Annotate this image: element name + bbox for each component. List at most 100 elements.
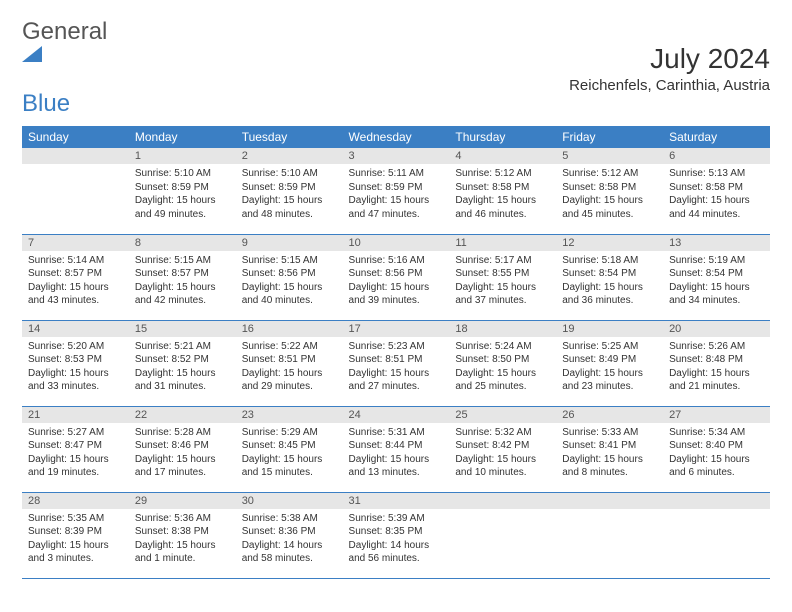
day-content: Sunrise: 5:13 AMSunset: 8:58 PMDaylight:… <box>663 164 770 225</box>
sunset-text: Sunset: 8:35 PM <box>349 525 444 539</box>
sunset-text: Sunset: 8:48 PM <box>669 353 764 367</box>
day-number: 3 <box>343 148 450 164</box>
daylight-text: Daylight: 15 hours and 39 minutes. <box>349 281 444 308</box>
day-number: 27 <box>663 407 770 423</box>
day-number: 30 <box>236 493 343 509</box>
day-cell: 9Sunrise: 5:15 AMSunset: 8:56 PMDaylight… <box>236 234 343 320</box>
day-number: 8 <box>129 235 236 251</box>
day-cell: 15Sunrise: 5:21 AMSunset: 8:52 PMDayligh… <box>129 320 236 406</box>
sunrise-text: Sunrise: 5:23 AM <box>349 340 444 354</box>
day-cell: 22Sunrise: 5:28 AMSunset: 8:46 PMDayligh… <box>129 406 236 492</box>
day-number: 12 <box>556 235 663 251</box>
sunrise-text: Sunrise: 5:39 AM <box>349 512 444 526</box>
week-row: 14Sunrise: 5:20 AMSunset: 8:53 PMDayligh… <box>22 320 770 406</box>
sunset-text: Sunset: 8:47 PM <box>28 439 123 453</box>
sunset-text: Sunset: 8:51 PM <box>242 353 337 367</box>
daylight-text: Daylight: 15 hours and 45 minutes. <box>562 194 657 221</box>
daylight-text: Daylight: 15 hours and 23 minutes. <box>562 367 657 394</box>
daylight-text: Daylight: 15 hours and 10 minutes. <box>455 453 550 480</box>
day-cell: 18Sunrise: 5:24 AMSunset: 8:50 PMDayligh… <box>449 320 556 406</box>
sunset-text: Sunset: 8:56 PM <box>349 267 444 281</box>
day-number: 2 <box>236 148 343 164</box>
day-cell: 11Sunrise: 5:17 AMSunset: 8:55 PMDayligh… <box>449 234 556 320</box>
day-number: 31 <box>343 493 450 509</box>
day-content: Sunrise: 5:25 AMSunset: 8:49 PMDaylight:… <box>556 337 663 398</box>
sunrise-text: Sunrise: 5:20 AM <box>28 340 123 354</box>
day-cell: 8Sunrise: 5:15 AMSunset: 8:57 PMDaylight… <box>129 234 236 320</box>
day-cell: 16Sunrise: 5:22 AMSunset: 8:51 PMDayligh… <box>236 320 343 406</box>
day-cell: 31Sunrise: 5:39 AMSunset: 8:35 PMDayligh… <box>343 492 450 578</box>
day-number: 1 <box>129 148 236 164</box>
daylight-text: Daylight: 15 hours and 34 minutes. <box>669 281 764 308</box>
sunrise-text: Sunrise: 5:22 AM <box>242 340 337 354</box>
day-number: 19 <box>556 321 663 337</box>
sunrise-text: Sunrise: 5:21 AM <box>135 340 230 354</box>
sunrise-text: Sunrise: 5:29 AM <box>242 426 337 440</box>
sunset-text: Sunset: 8:50 PM <box>455 353 550 367</box>
day-number: 4 <box>449 148 556 164</box>
sunset-text: Sunset: 8:57 PM <box>28 267 123 281</box>
day-cell <box>449 492 556 578</box>
sunrise-text: Sunrise: 5:35 AM <box>28 512 123 526</box>
sunset-text: Sunset: 8:51 PM <box>349 353 444 367</box>
day-number: 24 <box>343 407 450 423</box>
day-content: Sunrise: 5:27 AMSunset: 8:47 PMDaylight:… <box>22 423 129 484</box>
daylight-text: Daylight: 15 hours and 46 minutes. <box>455 194 550 221</box>
day-content: Sunrise: 5:23 AMSunset: 8:51 PMDaylight:… <box>343 337 450 398</box>
daylight-text: Daylight: 15 hours and 36 minutes. <box>562 281 657 308</box>
week-row: 21Sunrise: 5:27 AMSunset: 8:47 PMDayligh… <box>22 406 770 492</box>
sunrise-text: Sunrise: 5:36 AM <box>135 512 230 526</box>
sunrise-text: Sunrise: 5:19 AM <box>669 254 764 268</box>
sunset-text: Sunset: 8:53 PM <box>28 353 123 367</box>
day-number: 21 <box>22 407 129 423</box>
month-title: July 2024 <box>569 43 770 75</box>
day-cell: 14Sunrise: 5:20 AMSunset: 8:53 PMDayligh… <box>22 320 129 406</box>
daylight-text: Daylight: 15 hours and 25 minutes. <box>455 367 550 394</box>
day-content: Sunrise: 5:10 AMSunset: 8:59 PMDaylight:… <box>236 164 343 225</box>
day-content: Sunrise: 5:26 AMSunset: 8:48 PMDaylight:… <box>663 337 770 398</box>
sunrise-text: Sunrise: 5:25 AM <box>562 340 657 354</box>
day-content: Sunrise: 5:29 AMSunset: 8:45 PMDaylight:… <box>236 423 343 484</box>
sunrise-text: Sunrise: 5:27 AM <box>28 426 123 440</box>
sunset-text: Sunset: 8:45 PM <box>242 439 337 453</box>
day-header-wednesday: Wednesday <box>343 126 450 148</box>
day-cell: 5Sunrise: 5:12 AMSunset: 8:58 PMDaylight… <box>556 148 663 234</box>
day-cell: 6Sunrise: 5:13 AMSunset: 8:58 PMDaylight… <box>663 148 770 234</box>
daylight-text: Daylight: 15 hours and 6 minutes. <box>669 453 764 480</box>
day-content: Sunrise: 5:38 AMSunset: 8:36 PMDaylight:… <box>236 509 343 570</box>
day-content: Sunrise: 5:32 AMSunset: 8:42 PMDaylight:… <box>449 423 556 484</box>
day-number: 20 <box>663 321 770 337</box>
logo: GeneralBlue <box>22 18 107 118</box>
day-content: Sunrise: 5:28 AMSunset: 8:46 PMDaylight:… <box>129 423 236 484</box>
sunrise-text: Sunrise: 5:26 AM <box>669 340 764 354</box>
day-cell: 27Sunrise: 5:34 AMSunset: 8:40 PMDayligh… <box>663 406 770 492</box>
logo-word-2: Blue <box>22 90 70 117</box>
day-number: 11 <box>449 235 556 251</box>
daylight-text: Daylight: 15 hours and 47 minutes. <box>349 194 444 221</box>
sunrise-text: Sunrise: 5:10 AM <box>135 167 230 181</box>
daylight-text: Daylight: 15 hours and 29 minutes. <box>242 367 337 394</box>
day-cell: 29Sunrise: 5:36 AMSunset: 8:38 PMDayligh… <box>129 492 236 578</box>
day-content: Sunrise: 5:36 AMSunset: 8:38 PMDaylight:… <box>129 509 236 570</box>
day-cell: 28Sunrise: 5:35 AMSunset: 8:39 PMDayligh… <box>22 492 129 578</box>
daylight-text: Daylight: 15 hours and 19 minutes. <box>28 453 123 480</box>
sunrise-text: Sunrise: 5:10 AM <box>242 167 337 181</box>
day-number <box>663 493 770 509</box>
day-content: Sunrise: 5:31 AMSunset: 8:44 PMDaylight:… <box>343 423 450 484</box>
day-content: Sunrise: 5:16 AMSunset: 8:56 PMDaylight:… <box>343 251 450 312</box>
day-number: 29 <box>129 493 236 509</box>
day-number: 28 <box>22 493 129 509</box>
sunrise-text: Sunrise: 5:15 AM <box>242 254 337 268</box>
sunset-text: Sunset: 8:36 PM <box>242 525 337 539</box>
sunset-text: Sunset: 8:59 PM <box>135 181 230 195</box>
day-content: Sunrise: 5:19 AMSunset: 8:54 PMDaylight:… <box>663 251 770 312</box>
daylight-text: Daylight: 15 hours and 3 minutes. <box>28 539 123 566</box>
day-number: 26 <box>556 407 663 423</box>
daylight-text: Daylight: 15 hours and 31 minutes. <box>135 367 230 394</box>
sunset-text: Sunset: 8:58 PM <box>455 181 550 195</box>
logo-triangle-icon <box>22 46 107 62</box>
sunset-text: Sunset: 8:59 PM <box>242 181 337 195</box>
sunrise-text: Sunrise: 5:11 AM <box>349 167 444 181</box>
sunrise-text: Sunrise: 5:13 AM <box>669 167 764 181</box>
day-content: Sunrise: 5:33 AMSunset: 8:41 PMDaylight:… <box>556 423 663 484</box>
